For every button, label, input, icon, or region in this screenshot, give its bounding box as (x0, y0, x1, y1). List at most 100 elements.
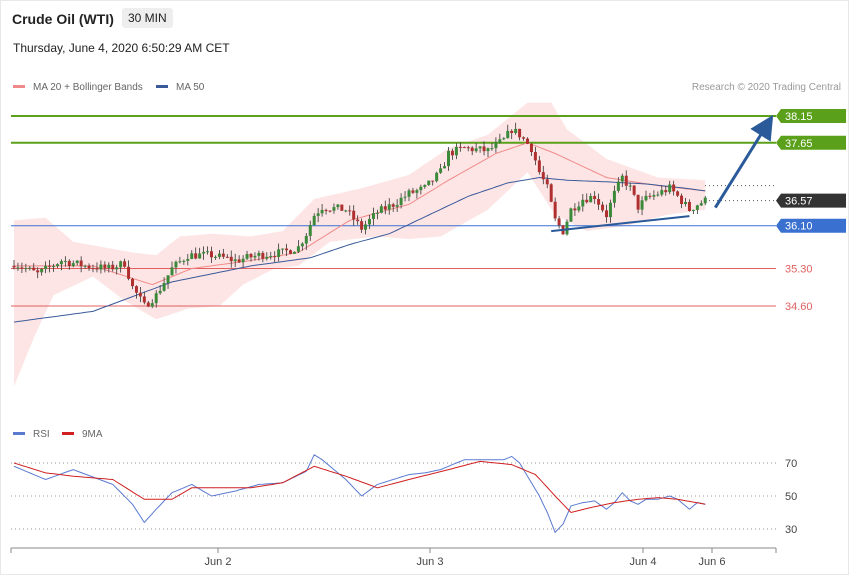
level-label-38.15: 38.15 (785, 111, 813, 123)
candle-body (383, 206, 387, 210)
candle-body (605, 210, 608, 218)
candle-body (328, 210, 332, 212)
candle-body (289, 250, 292, 254)
candle-body (20, 267, 24, 269)
candle-body (490, 148, 494, 150)
candle-body (522, 137, 526, 139)
candle-body (660, 190, 664, 195)
candle-body (668, 184, 672, 193)
candle-body (632, 185, 636, 195)
candle-body (265, 256, 269, 259)
candle-body (486, 148, 490, 152)
candle-body (601, 204, 605, 211)
candle-body (186, 258, 190, 261)
candle-body (296, 246, 300, 252)
candle-body (356, 219, 360, 222)
candle-body (24, 268, 28, 270)
candle-body (680, 195, 684, 205)
candle-body (624, 175, 628, 186)
candle-body (672, 184, 676, 192)
candle-body (529, 143, 533, 153)
candle-body (48, 265, 52, 267)
candle-body (482, 146, 486, 152)
level-label-35.30: 35.30 (785, 264, 813, 276)
candle-body (403, 196, 407, 198)
candle-body (518, 128, 522, 138)
candle-body (261, 252, 265, 259)
candle-body (320, 209, 324, 214)
x-tick-label: Jun 4 (630, 556, 657, 568)
candle-body (154, 293, 158, 304)
candle-body (593, 195, 597, 200)
candle-body (344, 210, 348, 212)
candle-body (450, 150, 454, 156)
rsi-legend-label: 9MA (82, 429, 103, 440)
candle-body (553, 201, 557, 219)
instrument-title: Crude Oil (WTI) (12, 11, 114, 27)
candle-body (656, 194, 660, 196)
candle-body (352, 210, 356, 220)
legend-label: MA 20 + Bollinger Bands (33, 82, 143, 93)
candle-body (466, 147, 470, 149)
candle-body (585, 199, 589, 203)
triangle-support-line (551, 215, 690, 233)
candle-body (415, 190, 419, 193)
candle-body (439, 168, 443, 173)
candle-body (687, 201, 691, 211)
rsi-legend-swatch (62, 432, 74, 435)
candle-body (379, 206, 383, 213)
candle-body (269, 256, 273, 258)
candle-body (249, 254, 253, 258)
candle-body (541, 172, 545, 180)
candle-body (502, 138, 506, 140)
candle-body (470, 147, 474, 152)
candle-body (699, 203, 703, 206)
candle-body (664, 190, 668, 193)
candle-body (431, 180, 435, 182)
candle-body (640, 200, 644, 210)
candle-body (387, 204, 391, 210)
candle-body (99, 264, 103, 270)
candle-body (312, 215, 316, 226)
candle-body (146, 302, 150, 307)
rsi-tick-70: 70 (785, 458, 797, 470)
candle-body (52, 266, 55, 268)
candle-body (612, 190, 616, 203)
rsi-line (13, 454, 706, 534)
candle-body (419, 186, 423, 191)
candle-body (59, 261, 63, 265)
candle-body (644, 195, 648, 201)
legend-label: MA 50 (176, 82, 205, 93)
candle-body (557, 218, 561, 226)
candle-body (178, 261, 182, 263)
candle-body (166, 275, 170, 283)
candle-body (91, 268, 95, 270)
candle-body (506, 130, 510, 139)
candle-body (123, 261, 127, 267)
candle-body (348, 210, 352, 212)
rsi-legend-swatch (13, 432, 25, 435)
candle-body (447, 150, 450, 167)
candle-body (636, 194, 640, 210)
candle-body (368, 218, 371, 225)
level-tag-36.10 (776, 218, 846, 233)
candle-body (514, 128, 518, 134)
candle-body (474, 148, 478, 152)
candle-body (324, 209, 328, 211)
candle-body (158, 290, 162, 294)
level-label-37.65: 37.65 (785, 138, 813, 150)
candle-body (581, 199, 585, 207)
candle-body (206, 251, 210, 253)
candle-body (131, 278, 134, 287)
level-label-34.60: 34.60 (785, 301, 813, 313)
candle-body (257, 252, 261, 256)
candle-body (494, 142, 498, 149)
timeframe-badge[interactable]: 30 MIN (122, 8, 173, 28)
candle-body (142, 296, 146, 303)
candle-body (281, 248, 285, 250)
candle-body (676, 191, 680, 196)
level-label-36.10: 36.10 (785, 221, 813, 233)
candle-body (652, 195, 656, 197)
candle-body (12, 265, 16, 268)
